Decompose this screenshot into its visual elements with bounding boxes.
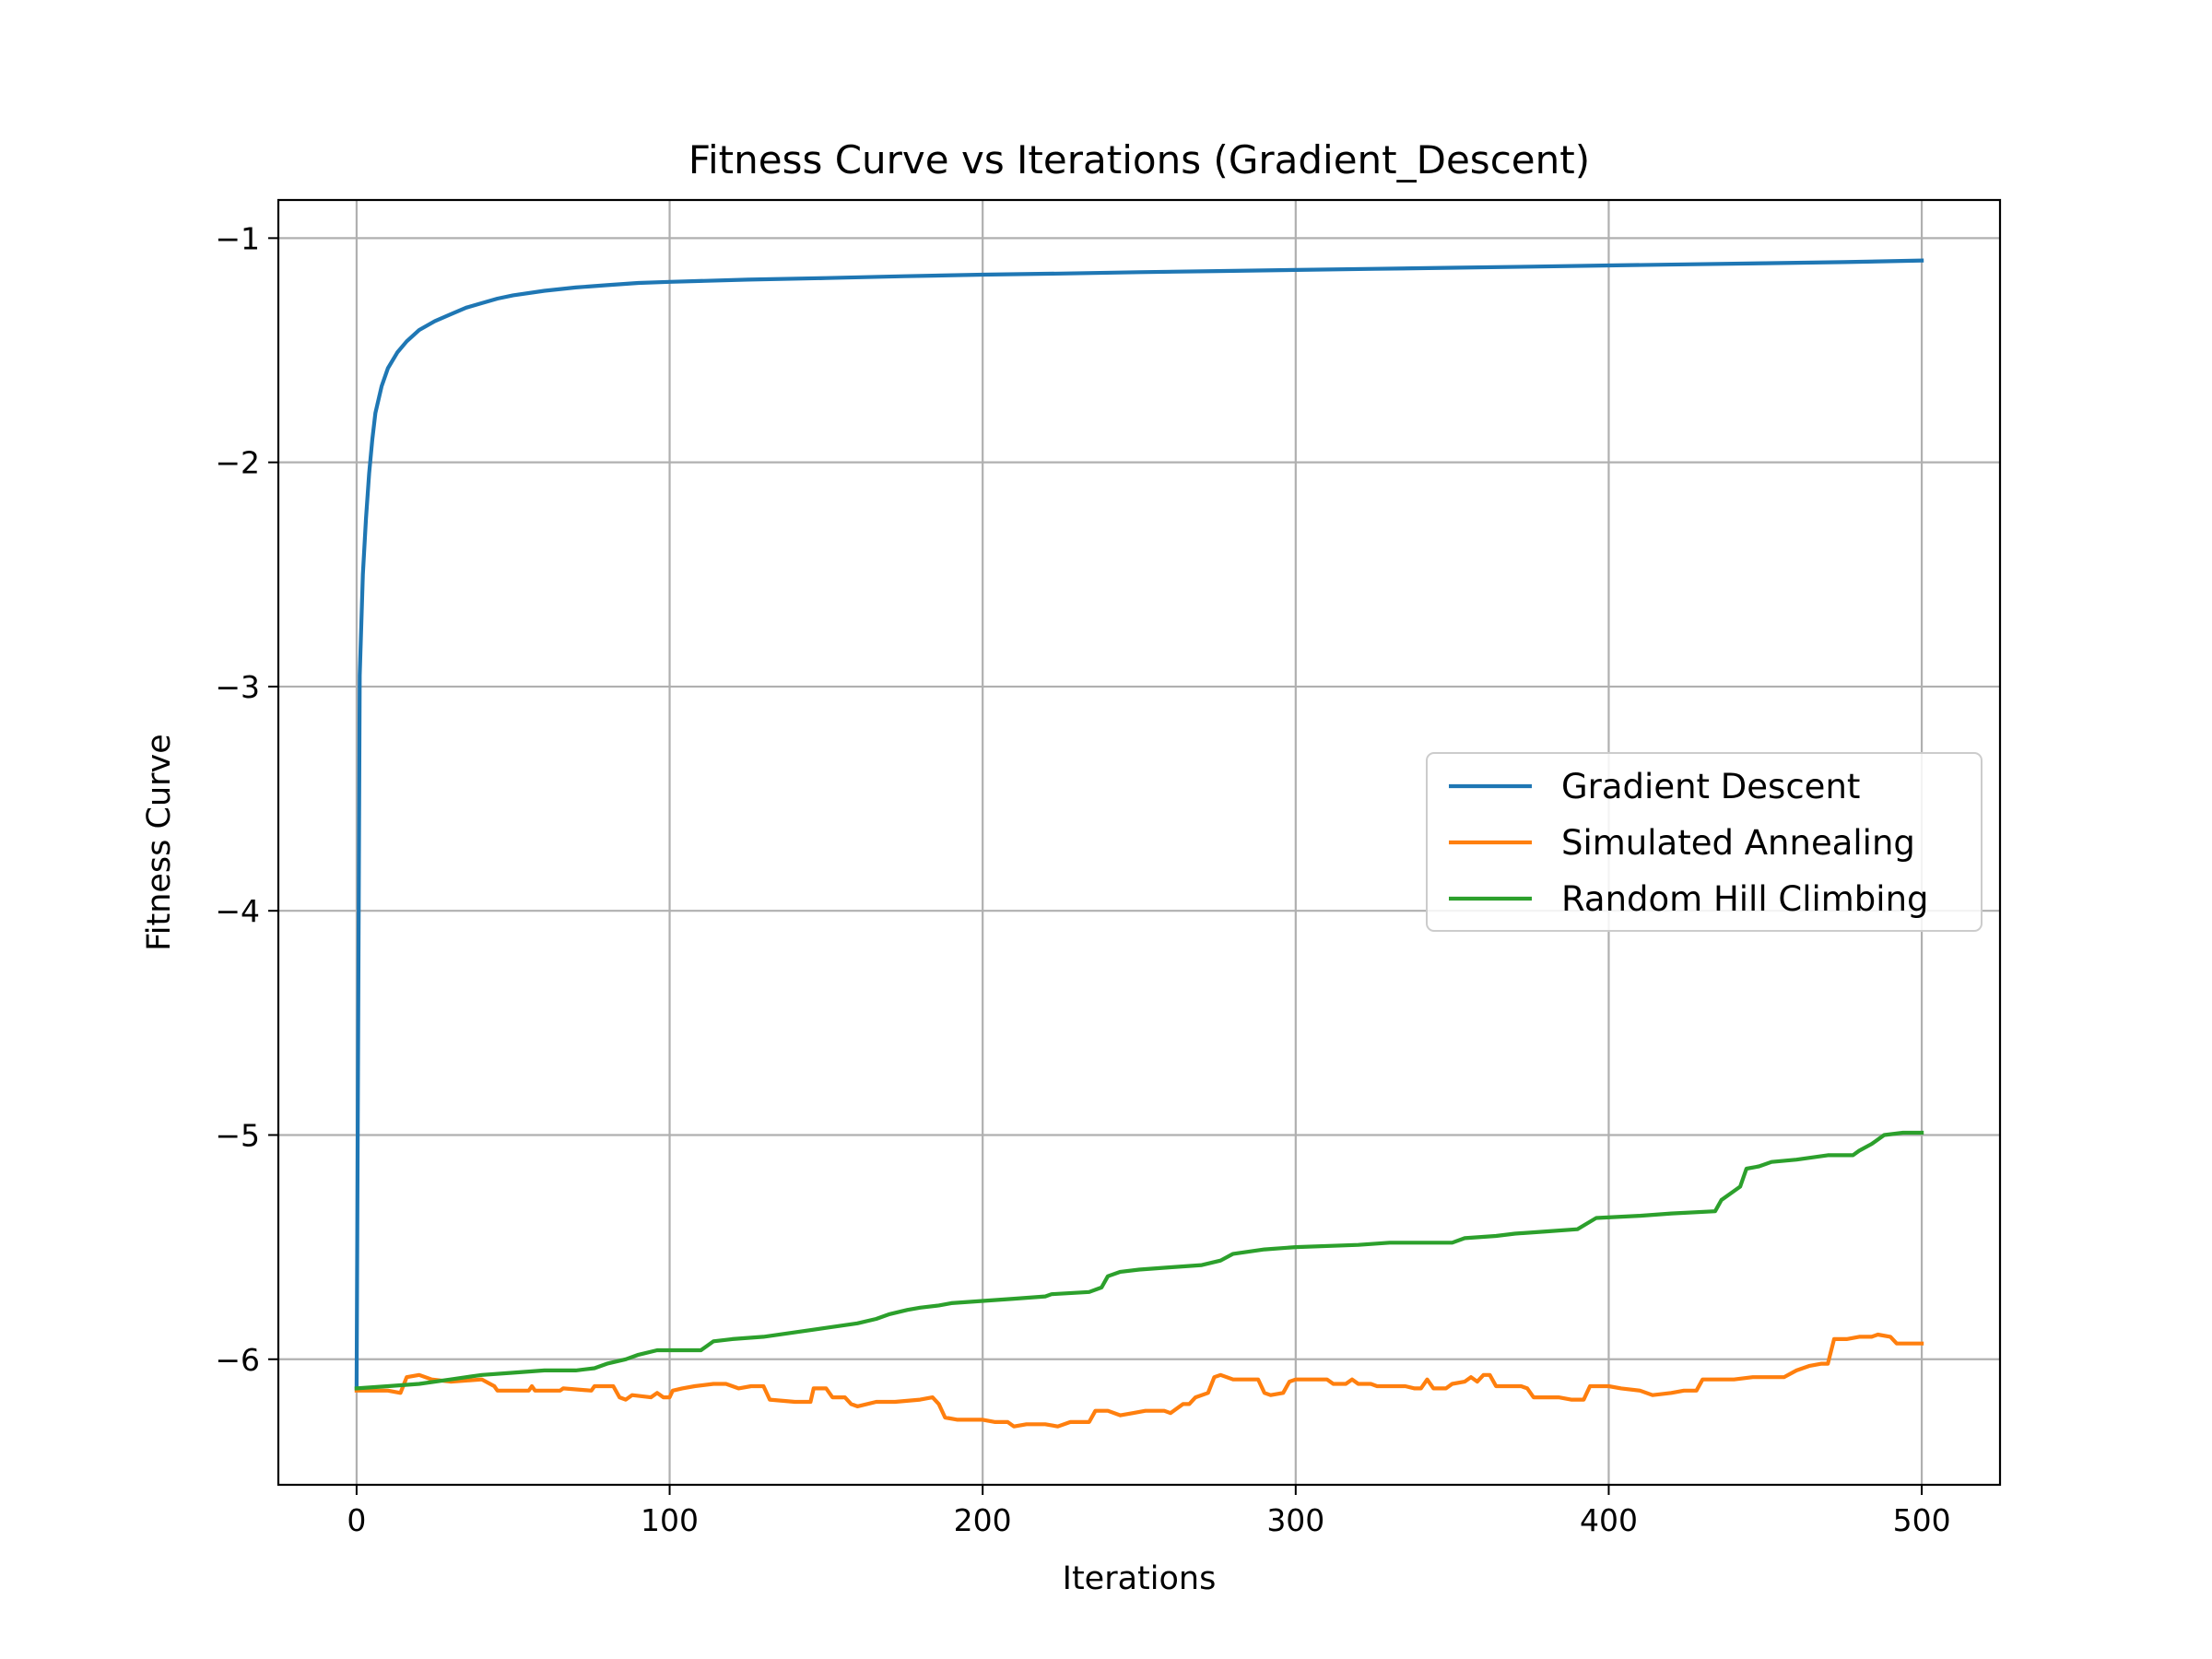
legend-label-gradient-descent: Gradient Descent xyxy=(1561,767,1860,806)
y-tick-label: −4 xyxy=(215,893,260,929)
legend-box xyxy=(1426,752,1983,932)
y-tick-label: −3 xyxy=(215,669,260,705)
y-tick-label: −6 xyxy=(215,1342,260,1378)
series-line-gradient-descent xyxy=(354,258,1924,1391)
y-tick-label: −5 xyxy=(215,1117,260,1153)
chart-title: Fitness Curve vs Iterations (Gradient_De… xyxy=(688,137,1590,182)
series-line-simulated-annealing xyxy=(354,1332,1924,1429)
legend-label-simulated-annealing: Simulated Annealing xyxy=(1561,823,1915,863)
legend: Gradient Descent Simulated Annealing Rando… xyxy=(1426,752,1983,932)
grid-lines xyxy=(278,200,2000,1485)
y-tick-label: −2 xyxy=(215,445,260,481)
x-tick-label: 400 xyxy=(1580,1502,1638,1538)
series-group xyxy=(354,258,1924,1429)
y-tick-label: −1 xyxy=(215,220,260,256)
x-axis-label: Iterations xyxy=(1063,1560,1217,1597)
x-tick-label: 0 xyxy=(347,1502,366,1538)
x-tick-label: 300 xyxy=(1266,1502,1324,1538)
axis-ticks: 0 100 200 300 400 500 −6 −5 −4 −3 −2 −1 xyxy=(215,220,1950,1538)
series-line-random-hill-climbing xyxy=(354,1130,1924,1391)
y-axis-label: Fitness Curve xyxy=(141,734,178,951)
plot-frame xyxy=(276,198,2002,1487)
legend-label-random-hill-climbing: Random Hill Climbing xyxy=(1561,879,1929,919)
x-tick-label: 200 xyxy=(954,1502,1012,1538)
x-tick-label: 100 xyxy=(641,1502,699,1538)
x-tick-label: 500 xyxy=(1893,1502,1951,1538)
